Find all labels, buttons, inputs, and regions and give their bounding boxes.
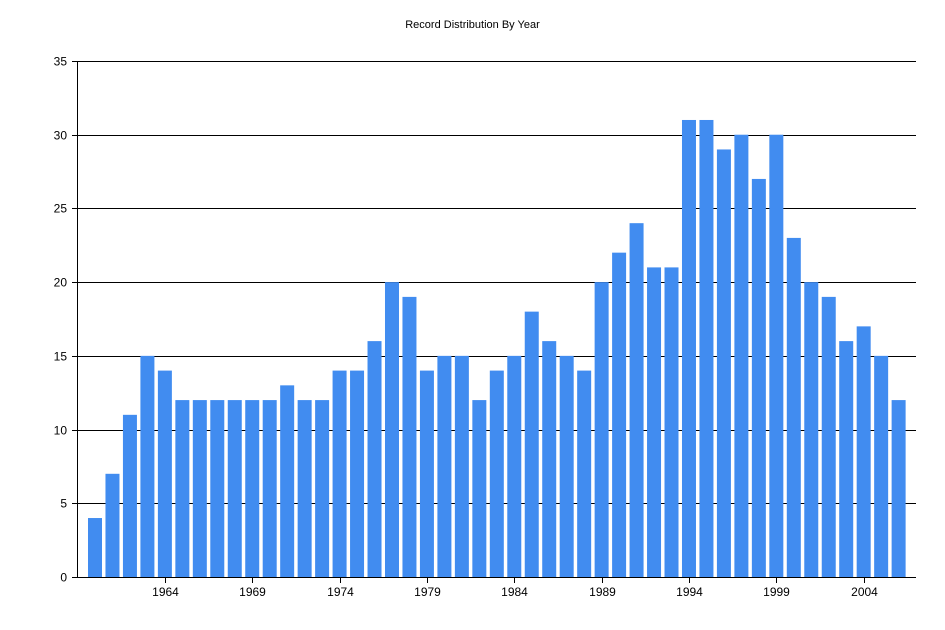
bar-1971 <box>280 385 295 577</box>
bar-2000 <box>786 237 801 577</box>
y-tick-label: 30 <box>54 129 68 143</box>
bar-2003 <box>839 341 854 577</box>
bar-1967 <box>210 400 225 577</box>
y-tick-label: 25 <box>54 202 68 216</box>
x-tick-label: 1984 <box>501 585 528 599</box>
bar-1998 <box>751 178 766 577</box>
bar-1963 <box>140 355 155 577</box>
y-tick-label: 10 <box>54 424 68 438</box>
bar-1979 <box>419 370 434 577</box>
bar-1980 <box>437 355 452 577</box>
bar-1968 <box>227 400 242 577</box>
bar-1986 <box>542 341 557 577</box>
bar-2001 <box>804 282 819 577</box>
bar-2004 <box>856 326 871 577</box>
bar-1983 <box>489 370 504 577</box>
bar-1991 <box>629 223 644 577</box>
y-tick-label: 0 <box>60 571 67 585</box>
bar-1990 <box>612 252 627 577</box>
bar-2005 <box>874 355 889 577</box>
bar-1994 <box>681 119 696 577</box>
x-tick-label: 1989 <box>589 585 616 599</box>
bar-1972 <box>297 400 312 577</box>
x-tick-label: 1964 <box>152 585 179 599</box>
x-tick-label: 1999 <box>763 585 790 599</box>
bar-1999 <box>769 134 784 577</box>
bar-1982 <box>472 400 487 577</box>
chart-title: Record Distribution By Year <box>405 19 540 31</box>
bar-1987 <box>559 355 574 577</box>
bar-1985 <box>524 311 539 577</box>
bar-1973 <box>315 400 330 577</box>
bar-1988 <box>577 370 592 577</box>
y-tick-label: 20 <box>54 276 68 290</box>
bar-1993 <box>664 267 679 577</box>
x-tick-label: 1979 <box>414 585 441 599</box>
x-tick-label: 2004 <box>851 585 878 599</box>
bar-1978 <box>402 296 417 577</box>
bar-1992 <box>647 267 662 577</box>
bar-1977 <box>384 282 399 577</box>
bar-1964 <box>157 370 172 577</box>
x-tick-label: 1994 <box>676 585 703 599</box>
y-tick-label: 5 <box>60 497 67 511</box>
bar-1984 <box>507 355 522 577</box>
bar-1981 <box>454 355 469 577</box>
x-tick-label: 1974 <box>327 585 354 599</box>
y-tick-label: 35 <box>54 55 68 69</box>
bar-1965 <box>175 400 190 577</box>
bar-1975 <box>350 370 365 577</box>
bar-1976 <box>367 341 382 577</box>
bar-1997 <box>734 134 749 577</box>
bar-1966 <box>192 400 207 577</box>
bar-2002 <box>821 296 836 577</box>
bar-1961 <box>105 473 120 577</box>
bar-2006 <box>891 400 906 577</box>
bar-1970 <box>262 400 277 577</box>
x-tick-label: 1969 <box>239 585 266 599</box>
bar-1974 <box>332 370 347 577</box>
bar-1969 <box>245 400 260 577</box>
bar-1962 <box>122 414 137 577</box>
y-tick-label: 15 <box>54 350 68 364</box>
bar-1995 <box>699 119 714 577</box>
bar-1989 <box>594 282 609 577</box>
bar-1996 <box>716 149 731 577</box>
bar-1960 <box>88 518 102 577</box>
